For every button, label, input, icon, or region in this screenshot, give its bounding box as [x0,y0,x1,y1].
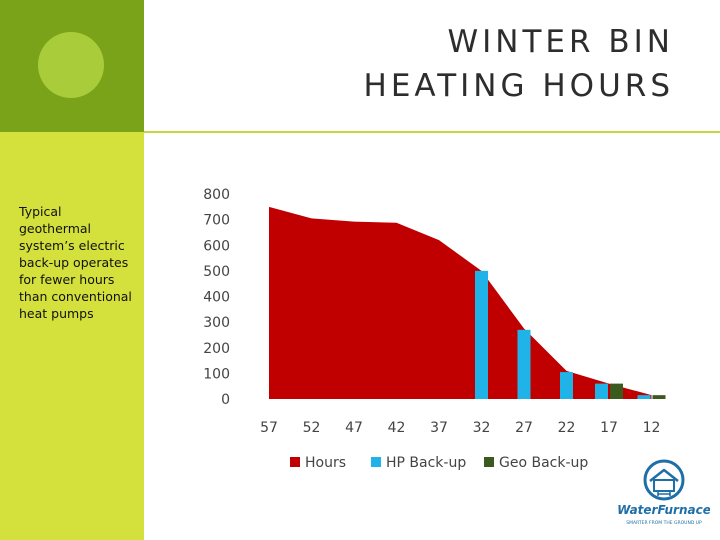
hp-backup-bar [475,270,488,399]
y-tick-label: 0 [221,392,230,408]
legend-swatch [290,457,300,467]
y-tick-label: 400 [203,290,230,306]
x-tick-label: 47 [345,420,363,436]
x-tick-label: 12 [643,420,661,436]
slide-title-line2: HEATING HOURS [363,68,674,104]
title-rule [144,131,720,133]
chart-legend: Hours HP Back-up Geo Back-up [290,455,588,471]
x-tick-label: 37 [430,420,448,436]
hp-backup-bar [517,329,531,399]
legend-label: Hours [305,455,346,471]
x-tick-label: 27 [515,420,533,436]
x-tick-label: 17 [600,420,618,436]
y-tick-label: 200 [203,341,230,357]
y-tick-label: 800 [203,187,230,203]
legend-label: HP Back-up [386,455,466,471]
y-tick-label: 500 [203,264,230,280]
x-tick-label: 22 [558,420,576,436]
slide-title: WINTER BIN HEATING HOURS [364,20,674,108]
plot-area [269,206,666,399]
hp-backup-bar [595,383,608,399]
title-band [144,0,720,132]
side-description: Typical geothermal system’s electric bac… [19,204,132,321]
house-ground-loop-icon [643,459,685,501]
winter-bin-chart: 0 100 200 300 400 500 600 700 800 57 52 47 42 37 32 27… [203,187,666,471]
x-tick-label: 32 [473,420,491,436]
waterfurnace-logo: WaterFurnace SMARTER FROM THE GROUND UP [618,459,710,526]
x-axis: 57 52 47 42 37 32 27 22 17 12 [260,420,660,436]
y-axis: 0 100 200 300 400 500 600 700 800 [203,187,230,408]
logo-wordmark: WaterFurnace [618,503,710,517]
y-tick-label: 600 [203,238,230,254]
y-tick-label: 100 [203,366,230,382]
logo-tagline: SMARTER FROM THE GROUND UP [626,520,702,526]
slide-title-line1: WINTER BIN [447,24,674,60]
x-tick-label: 42 [388,420,406,436]
decorative-circle [38,32,104,98]
legend-swatch [371,457,381,467]
legend-swatch [484,457,494,467]
geo-backup-bar [610,383,623,399]
geo-backup-bar [652,395,666,399]
legend-label: Geo Back-up [499,455,588,471]
hours-area [269,206,652,399]
y-tick-label: 700 [203,213,230,229]
x-tick-label: 57 [260,420,278,436]
hp-backup-bar [637,395,651,399]
y-tick-label: 300 [203,315,230,331]
hp-backup-bar [560,372,573,399]
x-tick-label: 52 [303,420,321,436]
